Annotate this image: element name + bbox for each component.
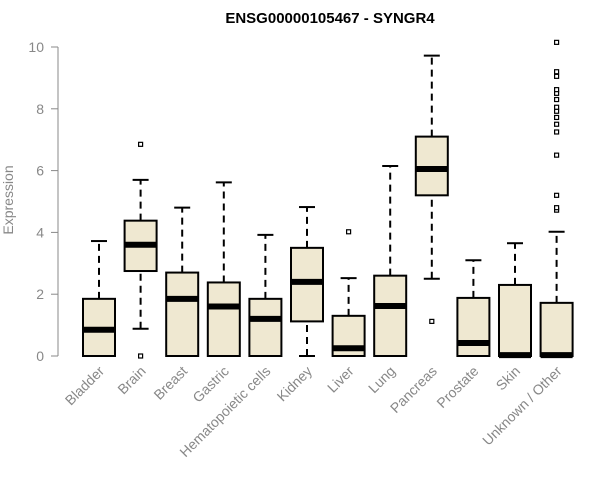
box-unknown-other bbox=[539, 39, 574, 359]
boxes-layer bbox=[82, 39, 574, 359]
y-tick-label: 10 bbox=[28, 39, 44, 55]
box-iqr bbox=[456, 296, 491, 357]
outlier-point bbox=[553, 87, 560, 93]
y-tick-label: 8 bbox=[36, 101, 44, 117]
outlier-point bbox=[553, 129, 560, 135]
box-prostate bbox=[456, 259, 491, 357]
box-iqr bbox=[414, 135, 449, 197]
outlier-point bbox=[553, 73, 560, 79]
outlier-point bbox=[553, 39, 560, 45]
box-brain bbox=[123, 141, 158, 359]
outlier-point bbox=[138, 353, 144, 359]
outlier-point bbox=[553, 96, 560, 103]
outlier-point bbox=[429, 318, 435, 324]
outlier-point bbox=[553, 108, 560, 114]
x-tick-label: Bladder bbox=[62, 363, 108, 409]
outlier-point bbox=[553, 114, 560, 121]
outlier-point bbox=[553, 205, 560, 211]
box-pancreas bbox=[414, 54, 449, 324]
box-kidney bbox=[290, 206, 324, 357]
box-liver bbox=[331, 229, 366, 357]
box-iqr bbox=[248, 297, 283, 357]
x-tick-label: Breast bbox=[150, 363, 190, 403]
x-tick-label: Liver bbox=[324, 363, 357, 396]
chart-title: ENSG00000105467 - SYNGR4 bbox=[225, 10, 435, 27]
y-tick-label: 4 bbox=[36, 224, 44, 240]
box-iqr bbox=[165, 271, 200, 358]
box-breast bbox=[165, 206, 200, 358]
box-lung bbox=[373, 164, 408, 357]
y-tick-label: 2 bbox=[36, 286, 44, 302]
y-tick-label: 6 bbox=[36, 163, 44, 179]
box-hematopoietic-cells bbox=[248, 233, 283, 357]
box-iqr bbox=[498, 283, 532, 357]
box-gastric bbox=[206, 181, 241, 358]
x-tick-label: Prostate bbox=[433, 363, 481, 411]
box-bladder bbox=[82, 240, 116, 357]
x-tick-label: Skin bbox=[493, 363, 524, 394]
box-iqr bbox=[539, 301, 574, 357]
outlier-point bbox=[553, 152, 560, 158]
y-axis-label: Expression bbox=[0, 165, 16, 234]
outlier-point bbox=[346, 229, 352, 235]
x-tick-label: Unknown / Other bbox=[479, 363, 565, 449]
outlier-point bbox=[553, 121, 560, 127]
y-tick-label: 0 bbox=[36, 348, 44, 364]
outlier-point bbox=[553, 69, 560, 75]
outlier-point bbox=[553, 192, 560, 198]
y-axis: 0 2 4 6 8 10 bbox=[28, 39, 59, 364]
box-iqr bbox=[206, 281, 241, 358]
box-iqr bbox=[373, 274, 408, 357]
x-tick-label: Brain bbox=[114, 363, 148, 397]
x-tick-label: Lung bbox=[365, 363, 398, 396]
x-tick-label: Kidney bbox=[274, 363, 316, 405]
outlier-point bbox=[553, 104, 560, 110]
outlier-point bbox=[138, 141, 144, 147]
box-skin bbox=[498, 242, 532, 359]
